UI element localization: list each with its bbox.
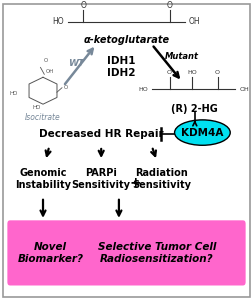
Text: O: O (166, 1, 172, 10)
Ellipse shape (174, 120, 229, 145)
Text: HO: HO (138, 87, 147, 92)
Text: HO: HO (52, 17, 64, 26)
Text: IDH1
IDH2: IDH1 IDH2 (107, 56, 135, 78)
Text: Mutant: Mutant (165, 52, 198, 61)
Text: OH: OH (45, 69, 54, 74)
Text: Genomic
Instability: Genomic Instability (15, 168, 71, 190)
Text: Selective Tumor Cell
Radiosensitization?: Selective Tumor Cell Radiosensitization? (97, 242, 215, 264)
Text: O: O (80, 1, 86, 10)
Text: OH: OH (188, 17, 200, 26)
Text: KDM4A: KDM4A (180, 128, 223, 138)
Text: O: O (214, 70, 219, 75)
FancyBboxPatch shape (6, 219, 246, 286)
Text: HO: HO (9, 91, 18, 96)
Text: α-ketoglutarate: α-ketoglutarate (83, 35, 169, 45)
Text: PARPi
Sensitivity: PARPi Sensitivity (71, 168, 130, 190)
Text: +: + (129, 176, 141, 190)
Text: HO: HO (32, 105, 40, 110)
Text: OH: OH (238, 87, 248, 92)
Text: HO: HO (187, 70, 196, 75)
Text: Decreased HR Repair: Decreased HR Repair (39, 129, 163, 139)
Text: O: O (166, 70, 171, 75)
Text: Radiation
Sensitivity: Radiation Sensitivity (132, 168, 191, 190)
Text: WT: WT (68, 59, 84, 68)
Text: Isocitrate: Isocitrate (25, 113, 61, 122)
Text: Novel
Biomarker?: Novel Biomarker? (18, 242, 83, 264)
FancyBboxPatch shape (3, 4, 249, 297)
Text: (R) 2-HG: (R) 2-HG (171, 104, 217, 114)
Text: O: O (64, 85, 68, 90)
Text: O: O (43, 58, 47, 63)
